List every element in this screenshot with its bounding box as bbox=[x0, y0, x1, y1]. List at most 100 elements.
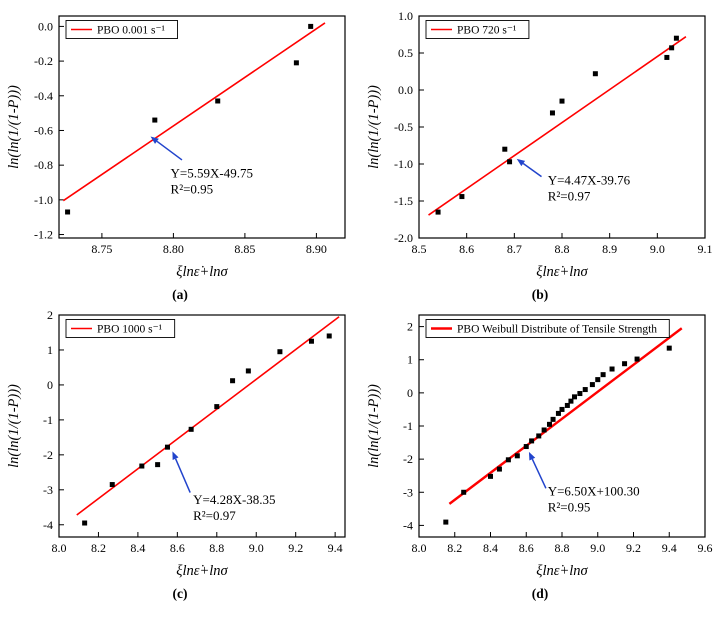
y-tick-label: -2 bbox=[43, 448, 53, 462]
data-point bbox=[600, 372, 606, 378]
y-tick-label: 1.0 bbox=[398, 9, 413, 23]
data-point bbox=[215, 98, 221, 104]
x-tick-label: 8.2 bbox=[91, 541, 106, 555]
equation-label: Y=4.28X-38.35 bbox=[193, 492, 275, 507]
annotation-arrowhead bbox=[150, 136, 159, 144]
x-tick-label: 9.0 bbox=[650, 242, 665, 256]
y-tick-label: 0.5 bbox=[398, 46, 413, 60]
data-point bbox=[549, 110, 555, 116]
legend-box bbox=[425, 319, 670, 338]
x-tick-label: 8.2 bbox=[447, 541, 462, 555]
y-tick-label: -1.0 bbox=[394, 157, 413, 171]
y-tick-label: -4 bbox=[403, 518, 413, 532]
y-tick-label: -0.5 bbox=[394, 120, 413, 134]
y-tick-label: -0.8 bbox=[34, 158, 53, 172]
y-tick-label: 0.0 bbox=[38, 19, 53, 33]
data-point bbox=[609, 366, 615, 372]
chart-c: 8.0 8.2 8.4 8.6 8.8 9.0 9.2 9.4 2 1 0 -1 -2 -3 -4 ξlnε̇… bbox=[3, 307, 357, 585]
data-point bbox=[82, 520, 88, 526]
plot-frame bbox=[58, 314, 346, 538]
data-point bbox=[664, 54, 670, 60]
fit-line bbox=[76, 316, 340, 516]
y-tick-label: -1 bbox=[403, 419, 413, 433]
fit-line bbox=[448, 327, 683, 505]
x-tick-label: 8.4 bbox=[130, 541, 145, 555]
x-tick-label: 9.2 bbox=[288, 541, 303, 555]
x-tick-label: 8.9 bbox=[602, 242, 617, 256]
y-axis-label: ln(ln(1/(1-P))) bbox=[6, 384, 22, 468]
x-tick-label: 8.75 bbox=[91, 242, 112, 256]
data-point bbox=[308, 338, 314, 344]
y-tick-label: -2 bbox=[403, 452, 413, 466]
plot-frame bbox=[418, 15, 706, 239]
data-point bbox=[109, 482, 115, 488]
plot-frame bbox=[58, 15, 346, 239]
x-tick-label: 8.4 bbox=[483, 541, 498, 555]
legend-label: PBO 720 s⁻¹ bbox=[457, 25, 517, 37]
data-point bbox=[572, 394, 578, 400]
legend: PBO 1000 s⁻¹ bbox=[65, 319, 176, 338]
data-point bbox=[541, 427, 547, 433]
x-tick-label: 8.6 bbox=[170, 541, 185, 555]
data-point bbox=[459, 194, 465, 200]
panel-a: 8.75 8.80 8.85 8.90 0.0 -0.2 -0.4 -0.6 -0.8 -1.0 -… bbox=[0, 8, 360, 307]
x-tick-label: 9.6 bbox=[698, 541, 713, 555]
r-squared-label: R²=0.97 bbox=[548, 189, 591, 204]
y-tick-label: -3 bbox=[403, 485, 413, 499]
data-point bbox=[582, 387, 588, 393]
panel-c: 8.0 8.2 8.4 8.6 8.8 9.0 9.2 9.4 2 1 0 -1 -2 -3 -4 ξlnε̇… bbox=[0, 307, 360, 606]
y-axis-label: ln(ln(1/(1-P))) bbox=[6, 85, 22, 169]
data-point bbox=[230, 378, 236, 384]
caption-b: (b) bbox=[531, 287, 549, 302]
y-tick-label: 0 bbox=[407, 386, 413, 400]
y-tick-label: -1.5 bbox=[394, 194, 413, 208]
equation-label: Y=5.59X-49.75 bbox=[171, 165, 253, 180]
caption-a: (a) bbox=[172, 287, 188, 302]
annotation-arrowhead bbox=[528, 451, 536, 461]
data-point bbox=[326, 333, 332, 339]
panel-b: 8.5 8.6 8.7 8.8 8.9 9.0 9.1 1.0 0.5 0.0 -0.5 -1.0 -1… bbox=[360, 8, 720, 307]
x-axis-label: ξlnε̇+lnσ bbox=[176, 563, 228, 579]
y-tick-label: 1 bbox=[47, 343, 53, 357]
data-point bbox=[505, 457, 511, 463]
data-point bbox=[555, 410, 561, 416]
y-tick-label: 0 bbox=[47, 378, 53, 392]
x-axis-label: ξlnε̇+lnσ bbox=[176, 264, 228, 280]
figure-grid: 8.75 8.80 8.85 8.90 0.0 -0.2 -0.4 -0.6 -0.8 -1.0-… bbox=[0, 8, 720, 606]
data-point bbox=[65, 209, 71, 215]
legend-label: PBO Weibull Distribute of Tensile Streng… bbox=[457, 324, 657, 336]
data-point bbox=[634, 356, 640, 362]
x-tick-label: 9.1 bbox=[698, 242, 713, 256]
data-point bbox=[507, 159, 513, 165]
data-point bbox=[568, 398, 574, 404]
chart-a: 8.75 8.80 8.85 8.90 0.0 -0.2 -0.4 -0.6 -0.8 -1.0 -… bbox=[3, 8, 357, 286]
data-point bbox=[577, 391, 583, 397]
fit-line bbox=[62, 22, 326, 202]
data-point bbox=[488, 473, 493, 479]
x-tick-label: 8.7 bbox=[507, 242, 522, 256]
y-tick-label: -0.6 bbox=[34, 123, 53, 137]
data-point bbox=[559, 406, 565, 412]
legend: PBO 720 s⁻¹ bbox=[425, 20, 530, 39]
data-point bbox=[514, 453, 520, 459]
legend-label: PBO 1000 s⁻¹ bbox=[97, 324, 163, 336]
chart-svg-a: 8.75 8.80 8.85 8.90 0.0 -0.2 -0.4 -0.6 -0.8 -1.0 -… bbox=[6, 15, 346, 280]
legend-box bbox=[65, 20, 178, 39]
data-point bbox=[595, 377, 601, 383]
x-tick-label: 8.90 bbox=[306, 242, 327, 256]
data-point bbox=[435, 209, 441, 215]
legend-box bbox=[425, 20, 530, 39]
y-axis-label: ln(ln(1/(1-P))) bbox=[366, 384, 382, 468]
y-tick-label: -2.0 bbox=[394, 231, 413, 245]
x-tick-label: 8.5 bbox=[412, 242, 427, 256]
data-point bbox=[592, 71, 598, 77]
chart-svg-d: 8.0 8.2 8.4 8.6 8.8 9.0 9.2 9.4 9.6 2 1 0 -1 -2 -3 -4 ξl… bbox=[366, 314, 713, 579]
y-tick-label: -1.0 bbox=[34, 193, 53, 207]
data-point bbox=[496, 466, 502, 472]
x-tick-label: 8.6 bbox=[519, 541, 534, 555]
data-point bbox=[536, 433, 542, 439]
data-point bbox=[669, 45, 675, 51]
y-tick-label: -0.2 bbox=[34, 54, 53, 68]
x-tick-label: 8.8 bbox=[555, 541, 570, 555]
x-tick-label: 9.4 bbox=[662, 541, 677, 555]
